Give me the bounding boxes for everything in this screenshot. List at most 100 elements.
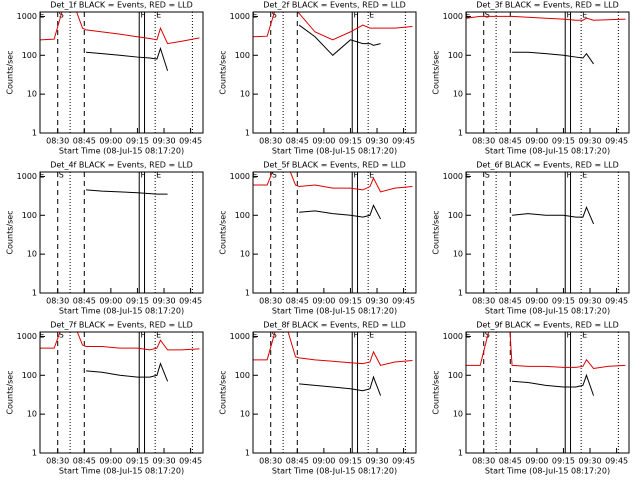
y-tick-label: 1000 — [230, 332, 250, 341]
series-line — [40, 332, 200, 351]
y-tick-label: 1000 — [17, 332, 37, 341]
series-line — [512, 205, 595, 225]
panel: Det_5f BLACK = Events, RED = LLD Counts/s… — [219, 161, 417, 316]
panel: Det_9f BLACK = Events, RED = LLD Counts/s… — [432, 321, 630, 476]
x-tick-label: 09:45 — [392, 457, 415, 466]
panel-title: Det_7f BLACK = Events, RED = LLD — [50, 321, 193, 330]
x-axis-label: Start Time (08-Jul-15 08:17:20) — [59, 147, 184, 156]
x-tick-label: 08:30 — [259, 457, 282, 466]
event-label: F — [353, 11, 358, 20]
x-tick-label: 09:15 — [339, 457, 362, 466]
x-tick-label: 09:00 — [99, 137, 122, 146]
x-tick-label: 09:15 — [126, 457, 149, 466]
x-tick-label: 09:30 — [578, 297, 601, 306]
y-tick-label: 1 — [32, 289, 37, 298]
y-axis-label: Counts/sec — [6, 370, 15, 414]
event-label: E — [369, 171, 374, 180]
y-tick-label: 100 — [22, 51, 37, 60]
event-label: S — [59, 331, 64, 340]
x-tick-label: 09:45 — [605, 297, 628, 306]
x-axis-label: Start Time (08-Jul-15 08:17:20) — [485, 147, 610, 156]
x-tick-label: 08:45 — [499, 137, 522, 146]
plot-lines — [253, 172, 413, 220]
y-axis-label: Counts/sec — [432, 50, 441, 94]
series-line — [40, 12, 200, 45]
event-label: F — [353, 331, 358, 340]
x-tick-label: 08:30 — [259, 137, 282, 146]
panel: Det_4f BLACK = Events, RED = LLD Counts/s… — [6, 161, 204, 316]
y-tick-label: 100 — [235, 371, 250, 380]
x-axis-label: Start Time (08-Jul-15 08:17:20) — [272, 467, 397, 476]
y-tick-label: 100 — [22, 371, 37, 380]
panel: Det_7f BLACK = Events, RED = LLD Counts/s… — [6, 321, 204, 476]
x-tick-label: 08:30 — [472, 297, 495, 306]
x-tick-label: 09:30 — [365, 137, 388, 146]
y-axis-label: Counts/sec — [432, 370, 441, 414]
y-axis-label: Counts/sec — [6, 50, 15, 94]
event-label: S — [485, 171, 490, 180]
plot-lines — [253, 12, 413, 56]
plot-frame — [39, 171, 204, 294]
event-label: E — [156, 171, 161, 180]
plot-frame — [465, 331, 630, 454]
event-label: E — [582, 331, 587, 340]
plot-lines — [40, 12, 200, 71]
x-tick-label: 09:15 — [339, 297, 362, 306]
x-tick-label: 08:45 — [286, 457, 309, 466]
x-tick-label: 09:30 — [152, 297, 175, 306]
y-tick-label: 1000 — [17, 12, 37, 21]
series-line — [86, 46, 169, 71]
panel-title: Det_3f BLACK = Events, RED = LLD — [476, 1, 619, 10]
x-tick-label: 09:30 — [152, 457, 175, 466]
event-label: E — [39, 171, 44, 180]
series-line — [299, 375, 382, 396]
x-tick-label: 09:00 — [312, 457, 335, 466]
x-tick-label: 08:30 — [472, 137, 495, 146]
x-tick-label: 08:45 — [73, 457, 96, 466]
y-tick-label: 1 — [32, 449, 37, 458]
x-tick-label: 08:30 — [259, 297, 282, 306]
event-label: S — [485, 11, 490, 20]
series-line — [299, 204, 382, 220]
y-tick-label: 1 — [458, 129, 463, 138]
x-tick-label: 09:00 — [525, 137, 548, 146]
x-tick-label: 09:00 — [312, 137, 335, 146]
x-tick-label: 08:45 — [73, 297, 96, 306]
event-label: S — [272, 11, 277, 20]
x-tick-label: 08:30 — [46, 457, 69, 466]
y-axis-label: Counts/sec — [219, 210, 228, 254]
y-tick-label: 100 — [22, 211, 37, 220]
y-tick-label: 1 — [32, 129, 37, 138]
y-tick-label: 10 — [453, 410, 463, 419]
event-label: E — [582, 11, 587, 20]
x-axis-label: Start Time (08-Jul-15 08:17:20) — [59, 467, 184, 476]
x-axis-label: Start Time (08-Jul-15 08:17:20) — [485, 307, 610, 316]
y-tick-label: 10 — [27, 410, 37, 419]
y-tick-label: 10 — [240, 410, 250, 419]
x-axis-label: Start Time (08-Jul-15 08:17:20) — [485, 467, 610, 476]
plot-lines — [40, 332, 200, 382]
event-label: E — [369, 331, 374, 340]
event-label: E — [252, 171, 257, 180]
y-tick-label: 10 — [240, 250, 250, 259]
x-tick-label: 09:15 — [126, 297, 149, 306]
plot-lines — [466, 332, 626, 396]
y-tick-label: 10 — [453, 250, 463, 259]
series-line — [512, 51, 594, 65]
y-tick-label: 1 — [458, 289, 463, 298]
x-tick-label: 09:00 — [312, 297, 335, 306]
event-label: E — [156, 331, 161, 340]
event-label: F — [566, 331, 571, 340]
plot-lines — [86, 189, 168, 195]
event-label: E — [39, 331, 44, 340]
panel-title: Det_6f BLACK = Events, RED = LLD — [476, 161, 619, 170]
series-line — [86, 362, 169, 382]
plot-frame — [39, 11, 204, 134]
y-tick-label: 1000 — [443, 12, 463, 21]
x-tick-label: 09:15 — [552, 457, 575, 466]
event-label: E — [252, 331, 257, 340]
y-tick-label: 1000 — [443, 332, 463, 341]
series-line — [253, 172, 413, 193]
panel: Det_6f BLACK = Events, RED = LLD Counts/s… — [432, 161, 630, 316]
